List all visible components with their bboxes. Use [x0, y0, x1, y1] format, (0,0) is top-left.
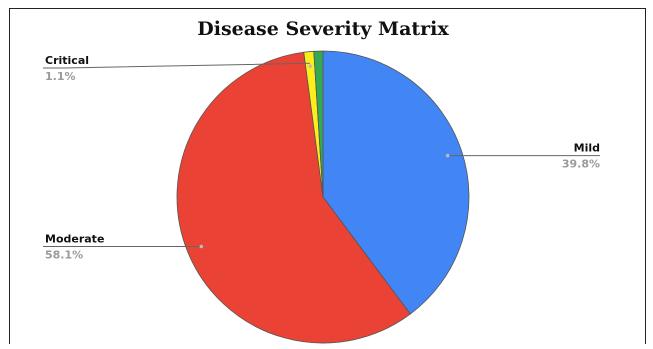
slice-label-mild: Mild: [574, 142, 600, 155]
slice-label-moderate: Moderate: [45, 233, 104, 246]
leader-dot-moderate: [199, 244, 204, 249]
leader-line-critical: [43, 62, 310, 69]
chart-title: Disease Severity Matrix: [197, 18, 449, 40]
pie-slices: [176, 50, 470, 344]
pie-slice-mild: [322, 50, 470, 315]
pie-slice-moderate: [176, 51, 411, 344]
leader-lines: [43, 62, 600, 249]
slice-percent-moderate: 58.1%: [45, 249, 83, 262]
slice-percent-mild: 39.8%: [562, 158, 600, 171]
leader-dot-mild: [445, 153, 450, 158]
pie-slice-other: [313, 50, 324, 198]
slice-label-critical: Critical: [45, 54, 89, 67]
slice-percent-critical: 1.1%: [45, 70, 76, 83]
leader-dot-critical: [308, 64, 313, 68]
slice-labels: Mild 39.8% Moderate 58.1% Critical 1.1%: [45, 54, 600, 262]
